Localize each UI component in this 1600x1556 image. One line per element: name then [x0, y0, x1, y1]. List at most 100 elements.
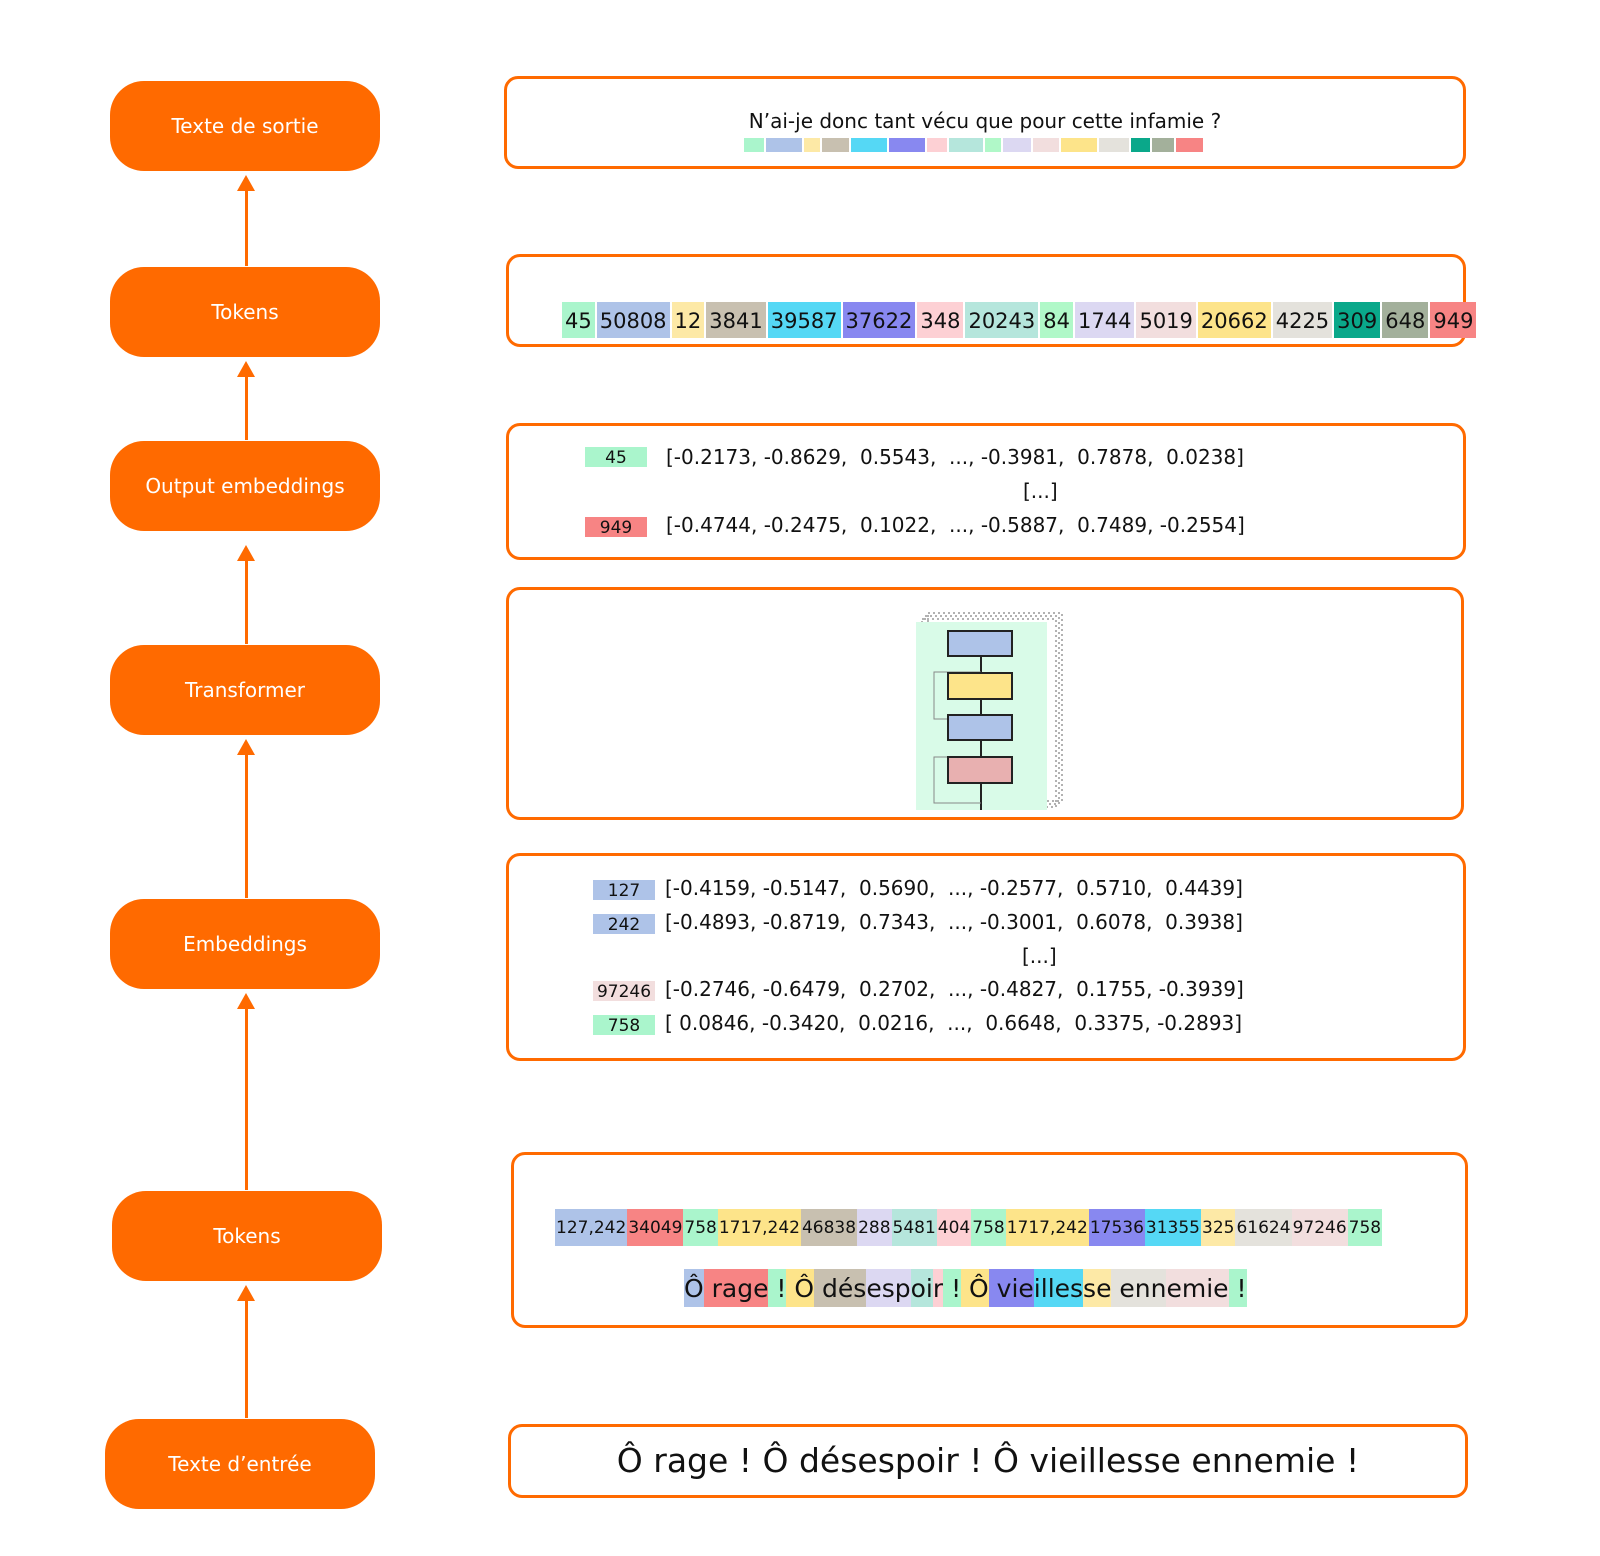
- output-token-chip: 37622: [842, 302, 916, 338]
- input-token-chip: 31355: [1144, 1209, 1202, 1246]
- arrow-up-icon: [237, 545, 255, 644]
- output-token-chip: 648: [1382, 302, 1429, 338]
- stage-input-text: Texte d’entrée: [105, 1419, 375, 1509]
- arrow-up-icon: [237, 993, 255, 1190]
- output-color-segment: [949, 138, 983, 152]
- input-token-chip: 127,242: [555, 1209, 628, 1246]
- output-token-chip: 20662: [1197, 302, 1271, 338]
- stage-label: Texte de sortie: [171, 114, 319, 138]
- arrow-up-icon: [237, 1285, 255, 1418]
- embedding-ellipsis: [...]: [1023, 479, 1058, 503]
- embedding-token-tag: 949: [585, 517, 647, 538]
- input-token-piece: enn: [1111, 1269, 1167, 1307]
- output-color-segment: [1003, 138, 1031, 152]
- embedding-token-tag: 758: [593, 1015, 655, 1036]
- output-color-segment: [985, 138, 1001, 152]
- embedding-vector: [-0.4159, -0.5147, 0.5690, ..., -0.2577,…: [665, 876, 1243, 900]
- stage-label: Tokens: [213, 1224, 281, 1248]
- transformer-panel: [506, 587, 1464, 820]
- attention-block: [947, 714, 1013, 741]
- input-token-chip: 325: [1201, 1209, 1236, 1246]
- output-token-chip: 1744: [1075, 302, 1135, 338]
- embedding-token-tag: 127: [593, 880, 655, 901]
- output-text-panel: N’ai-je donc tant vécu que pour cette in…: [504, 76, 1466, 169]
- arrow-up-icon: [237, 175, 255, 266]
- input-token-piece: rage: [703, 1269, 769, 1307]
- stage-label: Output embeddings: [145, 474, 345, 498]
- input-token-chip: 46838: [800, 1209, 858, 1246]
- output-token-chip: 39587: [767, 302, 841, 338]
- input-sentence: Ô rage ! Ô désespoir ! Ô vieillesse enne…: [616, 1441, 1360, 1480]
- input-token-chip: 34049: [627, 1209, 684, 1246]
- input-token-chip: 404: [936, 1209, 972, 1246]
- input-tokens-panel: 127,242 34049 758 1717,242 46838 288 5481 404 75…: [511, 1152, 1468, 1328]
- input-piece-row: Ô rage ! Ô dés esp oi r ! Ô vie illes se enn e…: [684, 1269, 1247, 1307]
- input-token-piece: illes: [1033, 1269, 1084, 1307]
- output-sentence: N’ai-je donc tant vécu que pour cette in…: [748, 109, 1222, 133]
- output-token-chip: 3841: [706, 302, 766, 338]
- output-token-chip: 45: [562, 302, 595, 338]
- stage-transformer: Transformer: [110, 645, 380, 735]
- stage-label: Tokens: [211, 300, 279, 324]
- output-token-chip: 20243: [965, 302, 1039, 338]
- stage-input-tokens: Tokens: [112, 1191, 382, 1281]
- input-token-piece: !: [943, 1269, 962, 1307]
- arrow-up-icon: [237, 361, 255, 440]
- embedding-vector: [-0.2173, -0.8629, 0.5543, ..., -0.3981,…: [666, 445, 1244, 469]
- input-text-panel: Ô rage ! Ô désespoir ! Ô vieillesse enne…: [508, 1424, 1468, 1498]
- output-tokens-panel: 45 50808 12 3841 39587 37622 348 20243 84 1744 501…: [506, 254, 1477, 347]
- input-token-piece: !: [768, 1269, 787, 1307]
- transformer-block-diagram: [916, 612, 1063, 810]
- feed-forward-block: [947, 630, 1013, 657]
- output-token-chip: 5019: [1136, 302, 1196, 338]
- input-token-chip: 17536: [1088, 1209, 1145, 1246]
- output-embeddings-panel: 45 [-0.2173, -0.8629, 0.5543, ..., -0.39…: [506, 423, 1466, 560]
- input-token-chip: 1717,242: [1005, 1209, 1089, 1246]
- stage-output-embeddings: Output embeddings: [110, 441, 380, 531]
- norm-block: [947, 672, 1013, 700]
- embedding-vector: [-0.4744, -0.2475, 0.1022, ..., -0.5887,…: [666, 513, 1245, 537]
- output-color-segment: [1099, 138, 1129, 152]
- input-token-piece: r: [932, 1269, 944, 1307]
- stage-output-text: Texte de sortie: [110, 81, 380, 171]
- input-token-piece: Ô: [961, 1269, 989, 1307]
- output-color-segment: [744, 138, 764, 152]
- output-color-strip: [744, 138, 1205, 152]
- output-token-chip: 50808: [596, 302, 670, 338]
- output-token-chip: 84: [1040, 302, 1073, 338]
- embedding-vector: [-0.4893, -0.8719, 0.7343, ..., -0.3001,…: [665, 910, 1243, 934]
- stage-label: Embeddings: [183, 932, 307, 956]
- arrow-up-icon: [237, 739, 255, 898]
- output-color-segment: [851, 138, 887, 152]
- embedding-token-tag: 97246: [593, 981, 655, 1002]
- input-token-piece: emie: [1166, 1269, 1229, 1307]
- output-token-chip: 348: [917, 302, 964, 338]
- input-token-chip: 97246: [1291, 1209, 1348, 1246]
- input-token-piece: !: [1228, 1269, 1247, 1307]
- input-token-chip: 288: [857, 1209, 892, 1246]
- stage-label: Texte d’entrée: [168, 1452, 312, 1476]
- embedding-vector: [-0.2746, -0.6479, 0.2702, ..., -0.4827,…: [665, 977, 1244, 1001]
- embedding-token-tag: 45: [585, 447, 647, 468]
- input-token-piece: oi: [910, 1269, 933, 1307]
- output-color-segment: [804, 138, 820, 152]
- output-token-row: 45 50808 12 3841 39587 37622 348 20243 84 1744 501…: [562, 302, 1478, 338]
- stage-embeddings: Embeddings: [110, 899, 380, 989]
- input-token-piece: Ô: [684, 1269, 704, 1307]
- input-token-chip: 61624: [1235, 1209, 1292, 1246]
- embedding-ellipsis: [...]: [1022, 944, 1057, 968]
- output-color-segment: [1033, 138, 1059, 152]
- input-token-chip: 5481: [891, 1209, 937, 1246]
- stage-label: Transformer: [184, 678, 305, 702]
- output-token-chip: 4225: [1272, 302, 1333, 338]
- output-color-segment: [889, 138, 925, 152]
- input-token-chip: 758: [683, 1209, 718, 1246]
- output-color-segment: [1131, 138, 1150, 152]
- embedding-token-tag: 242: [593, 914, 655, 935]
- input-token-piece: se: [1083, 1269, 1112, 1307]
- output-color-segment: [766, 138, 802, 152]
- input-token-row: 127,242 34049 758 1717,242 46838 288 5481 404 75…: [555, 1209, 1383, 1246]
- output-color-segment: [927, 138, 947, 152]
- input-token-piece: vie: [988, 1269, 1034, 1307]
- embedding-vector: [ 0.0846, -0.3420, 0.0216, ..., 0.6648, …: [665, 1011, 1243, 1035]
